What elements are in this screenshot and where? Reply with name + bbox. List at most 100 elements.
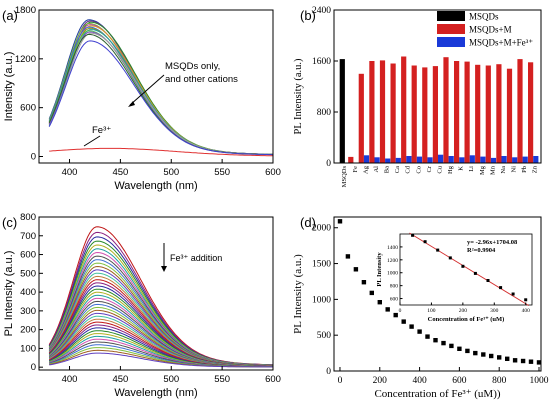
d-panel-label: (d) — [300, 215, 316, 230]
d-data-point — [345, 254, 351, 259]
b-bar-msqdsm — [496, 64, 502, 163]
d-inset-point — [461, 264, 465, 268]
b-category-label: Ca — [394, 166, 401, 173]
b-legend-label: MSQDs — [469, 12, 499, 22]
b-bar-msqdsmfe — [522, 156, 528, 163]
b-bar-msqdsmfe — [459, 157, 465, 163]
a-spectrum-curve — [48, 30, 273, 155]
b-category-label: Cd — [405, 165, 412, 173]
b-bar-msqdsmfe — [406, 156, 412, 163]
c-annotation: Fe³⁺ addition — [170, 253, 222, 263]
c-x-tick-label: 550 — [214, 374, 230, 385]
a-x-tick-label: 600 — [265, 167, 281, 178]
b-category-label: Ag — [362, 165, 369, 174]
d-inset-point — [448, 256, 452, 260]
b-legend-label: MSQDs+M — [469, 25, 512, 35]
c-y-tick-label: 0 — [31, 362, 36, 373]
d-data-point — [337, 219, 343, 224]
b-y-tick-label: 1600 — [312, 57, 331, 67]
d-data-point — [393, 312, 398, 318]
a-spectrum-curve — [48, 29, 273, 155]
c-y-tick-label: 400 — [20, 287, 36, 298]
a-x-axis-label: Wavelength (nm) — [114, 180, 197, 192]
b-legend-label: MSQDs+M+Fe³⁺ — [469, 38, 533, 48]
b-legend-swatch — [437, 37, 465, 47]
c-y-tick-label: 600 — [20, 250, 36, 261]
d-data-point — [457, 346, 462, 351]
c-y-tick-label: 700 — [20, 231, 36, 242]
d-x-axis-label: Concentration of Fe³⁺ (uM)) — [374, 388, 500, 400]
b-bar-msqdsm — [379, 60, 386, 163]
b-category-label: Na — [500, 166, 507, 174]
a-y-tick-label: 600 — [20, 103, 36, 114]
b-category-label: MSQDs — [341, 166, 348, 188]
b-legend-swatch — [437, 24, 465, 34]
d-inset-point — [473, 271, 477, 275]
b-bar-msqdsm — [454, 61, 460, 163]
d-data-point — [433, 338, 438, 343]
b-bar-msqdsm — [506, 68, 513, 163]
d-x-tick-label: 600 — [452, 376, 467, 386]
c-panel-label: (c) — [2, 215, 17, 230]
d-inset-point — [499, 286, 503, 290]
d-inset-y-tick-label: 800 — [390, 284, 399, 290]
b-bar-msqdsm — [464, 61, 470, 163]
b-category-label: K — [458, 166, 465, 171]
d-inset-y-tick-label: 1200 — [387, 258, 398, 264]
d-data-point — [385, 307, 390, 312]
a-fe-curve — [49, 147, 274, 157]
d-inset-x-tick-label: 0 — [399, 308, 402, 314]
c-plot-frame — [38, 216, 274, 371]
d-inset-x-axis-label: Concentration of Fe³⁺ (uM) — [428, 316, 505, 323]
b-bar-msqdsmfe — [501, 156, 507, 163]
a-x-tick-label: 500 — [163, 167, 179, 178]
b-category-label: Ba — [384, 166, 391, 173]
c-y-tick-label: 800 — [20, 212, 36, 223]
d-inset-point — [524, 298, 528, 302]
d-x-tick-label: 200 — [373, 376, 388, 386]
d-inset-point — [423, 240, 427, 244]
d-y-tick-label: 1000 — [312, 295, 331, 305]
b-category-label: Cr — [426, 165, 433, 172]
d-data-point — [528, 359, 534, 364]
b-bar-msqdsm — [369, 61, 375, 163]
c-x-tick-label: 450 — [112, 374, 128, 385]
b-category-label: Al — [373, 166, 380, 173]
a-spectrum-curve — [48, 21, 273, 155]
d-data-point — [441, 340, 446, 346]
c-y-tick-label: 200 — [20, 325, 36, 336]
b-bar-msqdsm — [422, 67, 428, 163]
c-x-tick-label: 600 — [265, 374, 281, 385]
c-y-tick-label: 500 — [20, 268, 36, 279]
b-plot-frame — [333, 9, 542, 164]
b-bar-msqdsm — [411, 65, 417, 163]
d-x-tick-label: 0 — [338, 376, 343, 386]
d-plot-frame — [333, 216, 542, 372]
b-bar-msqdsmfe — [533, 156, 539, 163]
b-bar-msqdsmfe — [490, 157, 497, 163]
d-data-point — [489, 353, 494, 359]
d-data-point — [512, 358, 518, 363]
d-inset-y-tick-label: 1000 — [387, 271, 398, 277]
a-panel-label: (a) — [2, 8, 18, 23]
d-data-point — [505, 356, 510, 361]
b-y-tick-label: 2400 — [312, 6, 331, 16]
d-data-point — [353, 267, 359, 272]
a-fe-arrow — [83, 135, 101, 147]
d-inset-point — [511, 292, 515, 296]
b-bar-msqdsm — [432, 66, 438, 163]
b-legend-swatch — [437, 11, 465, 21]
a-spectrum-curve — [48, 27, 273, 155]
b-category-label: Hg — [447, 165, 454, 174]
d-data-point — [409, 324, 414, 329]
a-spectrum-curve — [48, 31, 273, 155]
d-inset-r2: R²=0.9904 — [467, 247, 496, 254]
a-fe-label: Fe³⁺ — [92, 125, 111, 136]
d-data-point — [425, 334, 430, 339]
a-spectrum-curve — [48, 33, 274, 156]
d-data-point — [449, 343, 454, 349]
d-data-point — [417, 329, 422, 334]
c-y-axis-label: PL Intensity (a.u.) — [3, 251, 15, 337]
d-y-tick-label: 2000 — [312, 224, 331, 234]
